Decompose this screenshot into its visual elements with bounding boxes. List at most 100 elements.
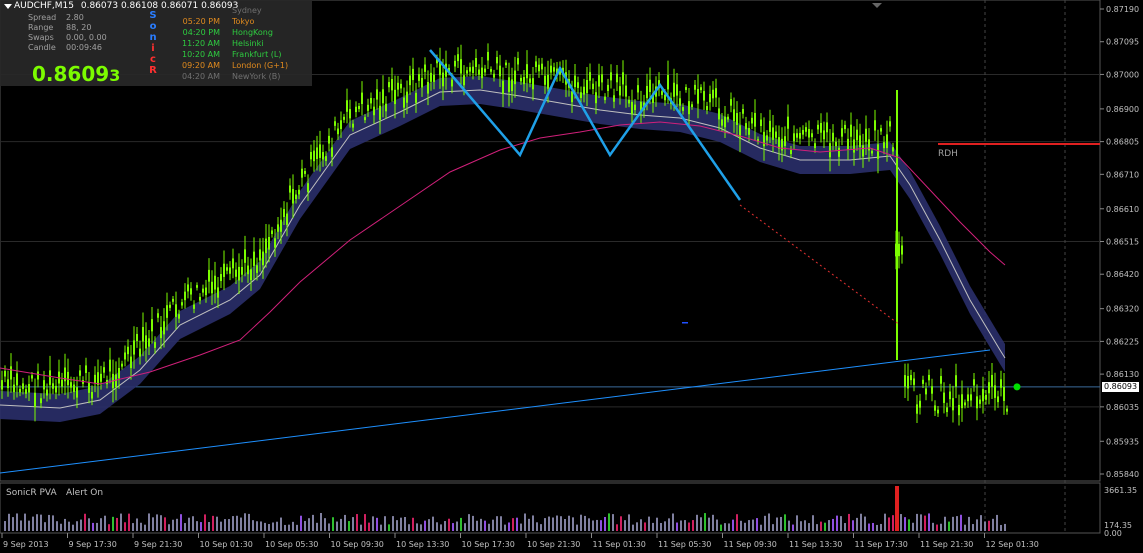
candle-body — [829, 143, 831, 158]
volume-bar — [764, 515, 766, 531]
candle-body — [934, 405, 936, 411]
info-label: Swaps — [28, 33, 54, 42]
volume-bar — [668, 518, 670, 531]
candle-body — [88, 382, 90, 393]
volume-climax-bar — [895, 486, 899, 531]
candle-body — [484, 68, 486, 73]
volume-bar — [384, 516, 386, 531]
candle-body — [745, 123, 747, 130]
candle-body — [514, 70, 516, 85]
volume-bar — [348, 521, 350, 531]
volume-bar — [28, 520, 30, 531]
volume-bar — [604, 516, 606, 531]
volume-bar — [508, 522, 510, 531]
candle-body — [931, 386, 933, 394]
candle-body — [1003, 386, 1005, 401]
price-tick-label: 0.87095 — [1106, 38, 1139, 47]
volume-bar — [640, 519, 642, 531]
volume-bar — [592, 520, 594, 531]
volume-bar — [864, 516, 866, 531]
volume-bar — [552, 517, 554, 531]
candle-body — [823, 130, 825, 140]
big-price: 0.86093 — [32, 62, 120, 86]
candle-body — [310, 151, 312, 160]
candle-body — [403, 97, 405, 108]
candle-body — [907, 375, 909, 389]
volume-bar — [836, 515, 838, 531]
volume-bar — [832, 518, 834, 531]
sonic-letter: n — [149, 32, 157, 43]
candle-body — [478, 69, 480, 75]
chart-shift-marker[interactable] — [872, 3, 882, 8]
candle-body — [589, 72, 591, 81]
candle-body — [943, 392, 945, 403]
volume-bar — [336, 521, 338, 531]
candle-body — [754, 112, 756, 127]
volume-bars — [4, 486, 1006, 531]
volume-bar — [172, 519, 174, 531]
candle-body — [994, 385, 996, 398]
candle-body — [874, 120, 876, 131]
time-tick-label: 9 Sep 2013 — [3, 540, 49, 549]
volume-bar — [436, 522, 438, 531]
volume-bar — [712, 514, 714, 531]
candle-body — [796, 133, 798, 138]
candle-body — [214, 275, 216, 290]
candle-body — [424, 64, 426, 72]
candle-body — [937, 409, 939, 414]
volume-bar — [940, 523, 942, 531]
volume-bar — [464, 523, 466, 531]
volume-bar — [244, 513, 246, 531]
candle-body — [361, 92, 363, 105]
volume-bar — [948, 521, 950, 531]
volume-bar — [936, 524, 938, 531]
candle-body — [52, 383, 54, 389]
volume-bar — [928, 513, 930, 531]
candle-body — [115, 374, 117, 388]
session-time: 05:20 PM — [182, 17, 220, 26]
volume-bar — [116, 517, 118, 531]
candle-body — [469, 67, 471, 72]
candle-body — [307, 183, 309, 193]
volume-bar — [688, 522, 690, 531]
volume-bar — [564, 519, 566, 531]
candle-body — [691, 104, 693, 108]
candle-body — [877, 144, 879, 159]
volume-bar — [484, 520, 486, 531]
candle-body — [976, 396, 978, 409]
info-label: Range — [28, 23, 54, 32]
volume-bar — [760, 524, 762, 531]
time-tick-label: 11 Sep 09:30 — [724, 540, 777, 549]
candle-body — [712, 89, 714, 99]
candle-body — [892, 147, 894, 152]
candle-body — [277, 224, 279, 232]
candle-body — [613, 95, 615, 102]
candle-body — [274, 238, 276, 248]
candle-body — [172, 298, 174, 302]
candle-body — [1, 380, 3, 390]
candle-body — [394, 89, 396, 105]
dropdown-caret-icon[interactable] — [4, 4, 12, 9]
volume-bar — [268, 524, 270, 531]
price-tick-label: 0.86900 — [1106, 105, 1139, 114]
candle-body — [697, 89, 699, 104]
volume-bar — [876, 524, 878, 531]
candle-body — [235, 269, 237, 277]
volume-bar — [908, 519, 910, 531]
volume-bar — [372, 516, 374, 531]
candle-body — [808, 129, 810, 138]
candle-body — [982, 389, 984, 402]
candle-body — [742, 108, 744, 114]
candle-body — [820, 122, 822, 133]
candle-body — [502, 80, 504, 94]
price-tick-label: 0.87000 — [1106, 70, 1139, 79]
volume-bar — [588, 518, 590, 531]
candle-body — [187, 284, 189, 292]
candle-body — [553, 67, 555, 72]
volume-bar — [404, 517, 406, 531]
candle-body — [100, 373, 102, 382]
candle-body — [961, 394, 963, 409]
volume-bar — [560, 516, 562, 531]
